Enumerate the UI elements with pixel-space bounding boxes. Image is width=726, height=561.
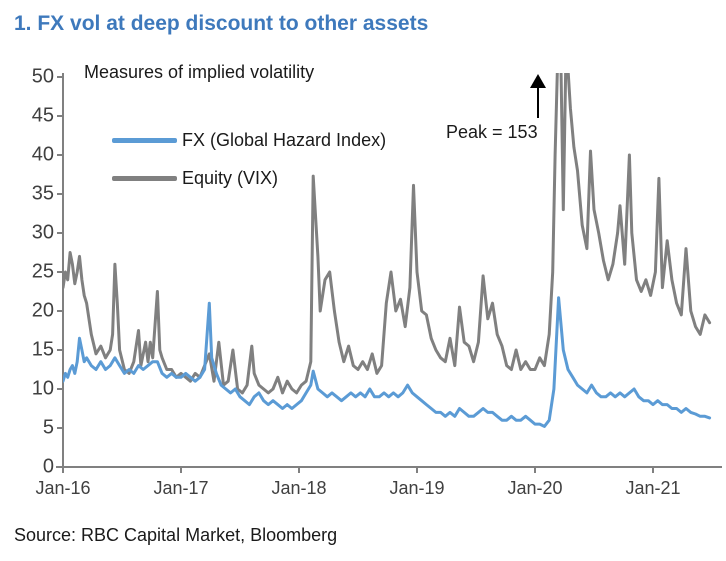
x-tick-label: Jan-21 bbox=[625, 478, 681, 498]
series-line-equity bbox=[63, 73, 712, 395]
y-tick-label: 25 bbox=[31, 260, 54, 283]
y-tick-label: 45 bbox=[31, 104, 54, 127]
legend-label-equity: Equity (VIX) bbox=[182, 167, 279, 188]
y-tick-label: 10 bbox=[31, 377, 54, 400]
y-tick-label: 15 bbox=[31, 338, 54, 361]
y-tick-label: 40 bbox=[31, 143, 54, 166]
arrow-shaft bbox=[537, 88, 539, 118]
legend-label-fx: FX (Global Hazard Index) bbox=[182, 129, 387, 150]
legend-item-equity: Equity (VIX) bbox=[112, 159, 386, 197]
source-note: Source: RBC Capital Market, Bloomberg bbox=[14, 525, 338, 545]
y-tick-label: 30 bbox=[31, 221, 54, 244]
fx-line-swatch bbox=[112, 137, 177, 143]
x-tick-label: Jan-18 bbox=[271, 478, 327, 498]
y-tick-label: 0 bbox=[42, 455, 54, 478]
plot-subtitle: Measures of implied volatility bbox=[84, 62, 315, 82]
x-tick-label: Jan-16 bbox=[35, 478, 91, 498]
up-arrow-icon bbox=[530, 74, 546, 118]
arrow-head bbox=[530, 74, 546, 88]
y-tick-label: 5 bbox=[42, 416, 54, 439]
peak-annotation-text: Peak = 153 bbox=[446, 122, 538, 142]
y-tick-label: 50 bbox=[31, 65, 54, 88]
x-tick-label: Jan-17 bbox=[153, 478, 209, 498]
x-tick-label: Jan-20 bbox=[507, 478, 563, 498]
series-line-fx bbox=[63, 296, 712, 428]
y-tick-label: 20 bbox=[31, 299, 54, 322]
chart-legend: FX (Global Hazard Index) Equity (VIX) bbox=[112, 121, 386, 197]
x-tick-label: Jan-19 bbox=[389, 478, 445, 498]
equity-line-swatch bbox=[112, 175, 177, 181]
y-tick-label: 35 bbox=[31, 182, 54, 205]
legend-item-fx: FX (Global Hazard Index) bbox=[112, 121, 386, 159]
chart-title: 1. FX vol at deep discount to other asse… bbox=[14, 12, 429, 35]
